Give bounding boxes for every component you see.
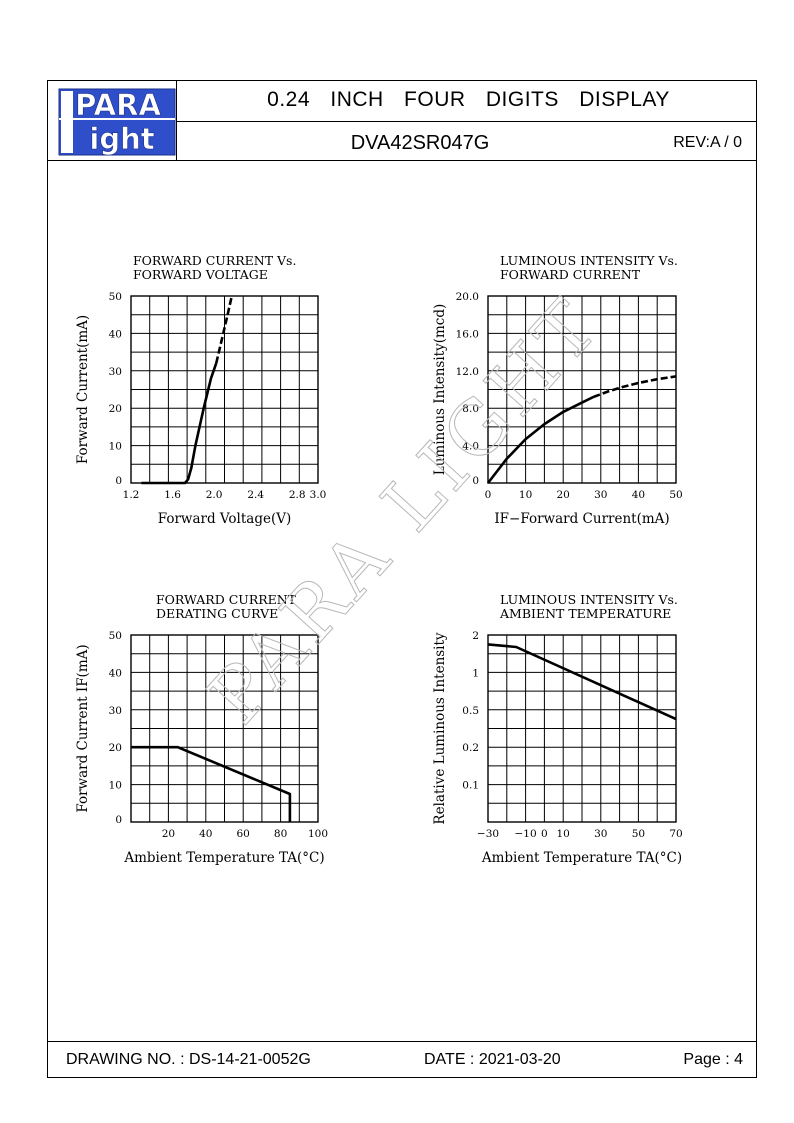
fwd-current-voltage-series-solid-line (141, 362, 218, 485)
lum-intensity-temperature-ytick-label: 2 (472, 630, 479, 642)
logo-top-text: PARA (75, 88, 161, 122)
lum-intensity-temperature-ytick-label: 1 (472, 667, 479, 679)
drawing-number: DRAWING NO. : DS-14-21-0052G (66, 1051, 311, 1068)
derating-curve-ytick-label: 10 (109, 780, 122, 792)
header-divider-vertical (176, 80, 177, 160)
logo-bottom-text: ight (89, 122, 154, 156)
lum-intensity-current-series-solid-line (486, 395, 594, 484)
derating-curve-ytick-label: 50 (109, 630, 122, 642)
derating-curve-ytick-label: 20 (109, 742, 122, 754)
derating-curve-x-axis-label: Ambient Temperature TA(°C) (123, 850, 324, 866)
lum-intensity-current-xtick-label: 20 (557, 489, 570, 501)
fwd-current-voltage-ytick-label: 20 (109, 403, 122, 415)
lum-intensity-temperature-xtick-label: 0 (541, 828, 548, 840)
derating-curve-title-line: DERATING CURVE (156, 606, 278, 621)
lum-intensity-temperature-xtick-label: 30 (594, 828, 607, 840)
lum-intensity-temperature-x-axis-label: Ambient Temperature TA(°C) (481, 850, 682, 866)
lum-intensity-temperature-title-line: LUMINOUS INTENSITY Vs. (500, 592, 678, 607)
fwd-current-voltage-ytick-label: 0 (115, 475, 122, 487)
lum-intensity-current-xtick-label: 30 (594, 489, 607, 501)
lum-intensity-current-ytick-label: 4.0 (462, 441, 479, 453)
fwd-current-voltage-ytick-label: 40 (109, 328, 122, 340)
derating-curve-plot-frame (130, 634, 319, 823)
lum-intensity-current-y-axis-label: Luminous Intensity(mcd) (432, 304, 448, 476)
para-light-logo: PARA ight (58, 88, 176, 156)
lum-intensity-current-xtick-label: 10 (519, 489, 532, 501)
fwd-current-voltage-ytick-label: 30 (109, 366, 122, 378)
fwd-current-voltage-series-dashed-line (214, 295, 234, 364)
lum-intensity-temperature-xtick-label: 10 (557, 828, 570, 840)
lum-intensity-current-x-axis-label: IF−Forward Current(mA) (494, 511, 669, 527)
document-title: 0.24 INCH FOUR DIGITS DISPLAY (267, 88, 670, 111)
model-number: DVA42SR047G (350, 132, 490, 154)
fwd-current-voltage-plot-frame (130, 295, 319, 484)
fwd-current-voltage-ytick-label: 50 (109, 291, 122, 303)
fwd-current-voltage-y-axis-label: Forward Current(mA) (75, 315, 91, 464)
lum-intensity-temperature-ytick-label: 0.2 (462, 742, 479, 754)
fwd-current-voltage-xtick-label: 1.2 (123, 489, 140, 501)
derating-curve-ytick-label: 0 (115, 814, 122, 826)
lum-intensity-current-ytick-label: 16.0 (456, 328, 479, 340)
fwd-current-voltage-title-line: FORWARD VOLTAGE (133, 267, 268, 282)
lum-intensity-current-title-line: LUMINOUS INTENSITY Vs. (500, 253, 678, 268)
lum-intensity-temperature-y-axis-label: Relative Luminous Intensity (432, 632, 448, 824)
lum-intensity-current-title-line: FORWARD CURRENT (500, 267, 641, 282)
lum-intensity-current-xtick-label: 0 (485, 489, 492, 501)
lum-intensity-current-ytick-label: 0 (472, 475, 479, 487)
derating-curve-xtick-label: 100 (308, 828, 328, 840)
lum-intensity-temperature-xtick-label: 70 (669, 828, 682, 840)
header-divider-bottom (47, 160, 757, 161)
lum-intensity-temperature-xtick-label: −10 (515, 828, 537, 840)
derating-curve-xtick-label: 80 (274, 828, 287, 840)
lum-intensity-current-series-dashed-line (592, 375, 677, 399)
lum-intensity-temperature-xtick-label: 50 (632, 828, 645, 840)
lum-intensity-current-plot-frame (487, 295, 677, 484)
lum-intensity-temperature-title-line: AMBIENT TEMPERATURE (499, 606, 671, 621)
footer-divider (47, 1041, 757, 1042)
lum-intensity-current-xtick-label: 40 (632, 489, 645, 501)
fwd-current-voltage-xtick-label: 2.8 (289, 489, 306, 501)
lum-intensity-temperature-plot-frame (487, 634, 677, 823)
lum-intensity-current-xtick-label: 50 (669, 489, 682, 501)
fwd-current-voltage-xtick-label: 2.0 (206, 489, 223, 501)
header-divider-middle (176, 121, 757, 122)
lum-intensity-current-ytick-label: 20.0 (456, 291, 479, 303)
lum-intensity-temperature-xtick-label: −30 (477, 828, 499, 840)
derating-curve-ytick-label: 40 (109, 667, 122, 679)
lum-intensity-current-ytick-label: 8.0 (462, 403, 479, 415)
page-number: Page : 4 (683, 1051, 743, 1068)
derating-curve-title-line: FORWARD CURRENT (156, 592, 297, 607)
derating-curve-xtick-label: 60 (237, 828, 250, 840)
fwd-current-voltage-ytick-label: 10 (109, 441, 122, 453)
fwd-current-voltage-xtick-label: 1.6 (164, 489, 181, 501)
derating-curve-xtick-label: 40 (199, 828, 212, 840)
page-frame (47, 80, 757, 1078)
fwd-current-voltage-xtick-label: 2.4 (247, 489, 264, 501)
fwd-current-voltage-x-axis-label: Forward Voltage(V) (158, 511, 292, 527)
lum-intensity-current-ytick-label: 12.0 (456, 366, 479, 378)
derating-curve-xtick-label: 20 (162, 828, 175, 840)
lum-intensity-temperature-series-solid-line (487, 643, 677, 721)
derating-curve-y-axis-label: Forward Current IF(mA) (75, 644, 91, 812)
fwd-current-voltage-xtick-label: 3.0 (310, 489, 327, 501)
fwd-current-voltage-title-line: FORWARD CURRENT Vs. (133, 253, 296, 268)
derating-curve-series-solid-line (131, 745, 292, 822)
lum-intensity-temperature-ytick-label: 0.5 (462, 705, 479, 717)
drawing-date: DATE : 2021-03-20 (424, 1051, 561, 1068)
derating-curve-ytick-label: 30 (109, 705, 122, 717)
lum-intensity-temperature-ytick-label: 0.1 (462, 780, 479, 792)
revision-label: REV:A / 0 (673, 134, 742, 151)
